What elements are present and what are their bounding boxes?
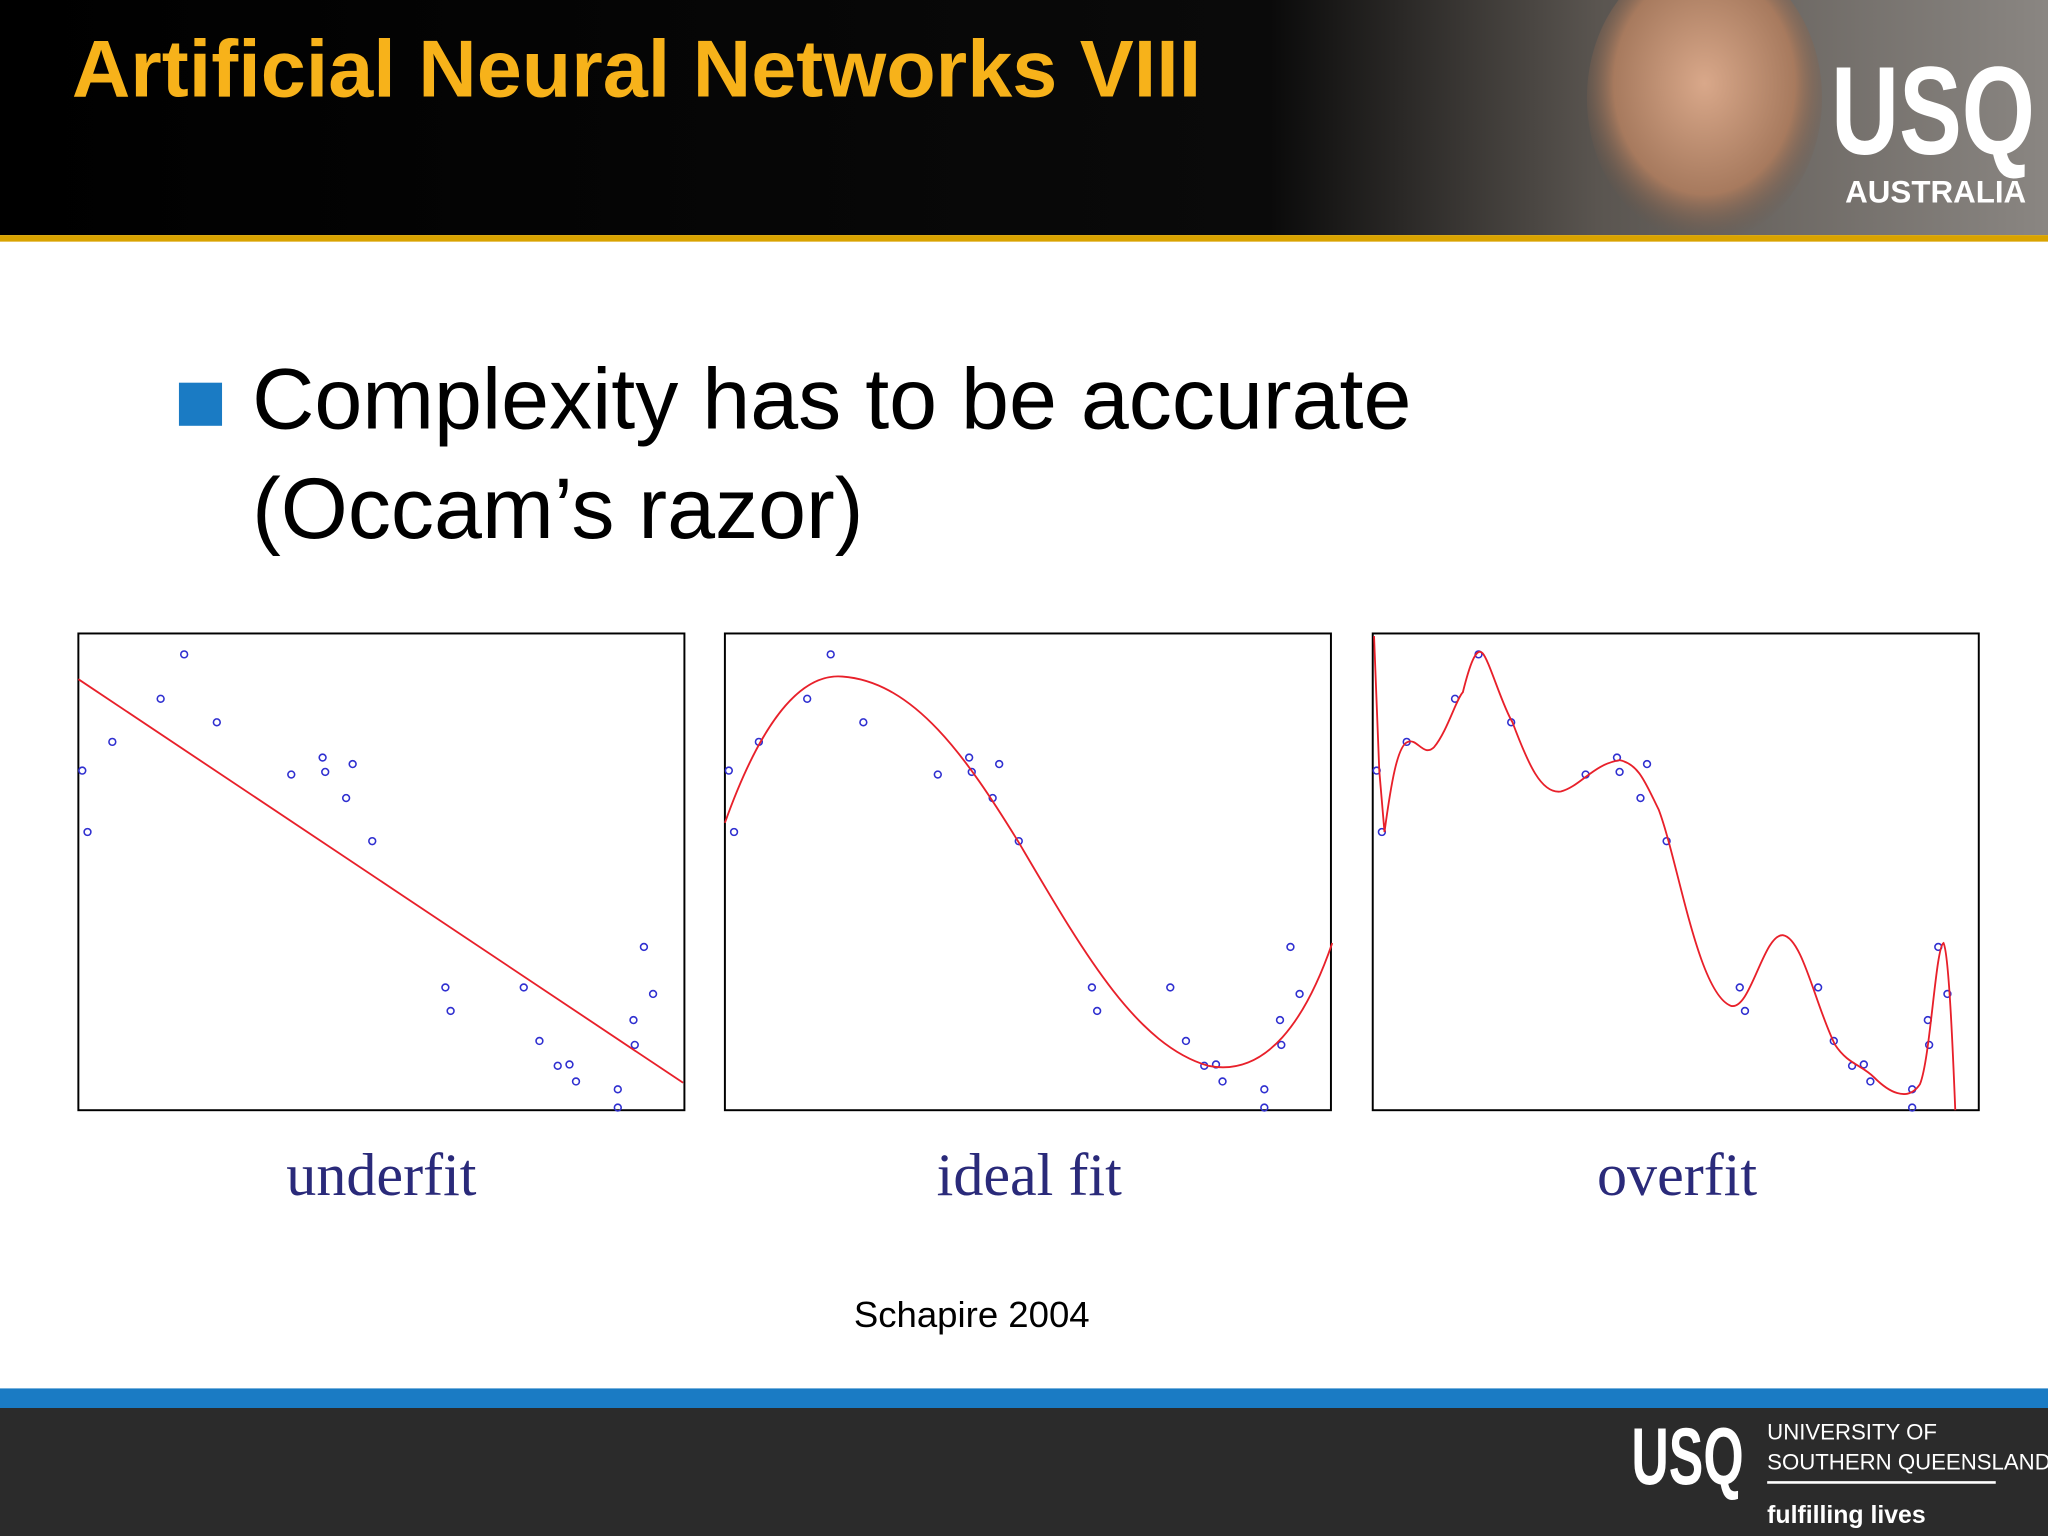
data-point: [1866, 1077, 1875, 1086]
data-point: [78, 766, 87, 775]
data-point: [967, 767, 976, 777]
data-point: [553, 1061, 562, 1070]
data-point: [1277, 1040, 1286, 1050]
data-point: [441, 983, 450, 992]
figure: [77, 632, 1980, 1112]
data-point: [724, 766, 733, 775]
data-point: [368, 836, 377, 846]
header-logo: USQ: [1831, 40, 2035, 181]
data-point: [1859, 1060, 1869, 1069]
data-point: [318, 753, 327, 762]
data-point: [630, 1040, 639, 1050]
data-point: [964, 753, 974, 762]
data-point: [1295, 989, 1304, 999]
data-point: [1218, 1077, 1227, 1086]
data-point: [1286, 942, 1295, 952]
footer-divider: [1767, 1481, 1996, 1484]
fit-curve: [1373, 636, 1957, 1111]
data-point: [1092, 1006, 1102, 1016]
plot-frame: [77, 632, 686, 1112]
data-point: [179, 650, 189, 659]
data-point: [639, 942, 649, 952]
data-point: [1813, 983, 1823, 992]
footer-university: SOUTHERN QUEENSLAND: [1767, 1449, 2048, 1474]
bullet-line: Complexity has to be accurate: [252, 351, 1411, 447]
footer-logo: USQ: [1631, 1412, 1743, 1502]
figure-caption: ideal fit: [937, 1141, 1122, 1208]
data-point: [1615, 767, 1624, 777]
data-point: [859, 718, 868, 727]
data-point: [1260, 1085, 1269, 1094]
data-point: [995, 759, 1004, 769]
data-point: [1943, 989, 1952, 999]
data-point: [348, 759, 357, 769]
fit-curve: [724, 675, 1334, 1069]
slide-title: Artificial Neural Networks VIII: [72, 25, 1201, 115]
data-point: [826, 650, 835, 659]
data-point: [1087, 983, 1097, 992]
footer-tagline: fulfilling lives: [1767, 1502, 1925, 1529]
data-point: [287, 770, 296, 779]
footer-rule: [0, 1388, 2048, 1408]
data-point: [629, 1015, 638, 1025]
figure-caption: overfit: [1597, 1141, 1757, 1208]
footer-university: UNIVERSITY OF: [1767, 1419, 1937, 1444]
data-point: [1636, 793, 1645, 803]
data-point: [1735, 983, 1744, 992]
data-point: [613, 1103, 622, 1112]
data-point: [1829, 1036, 1838, 1046]
data-point: [571, 1077, 581, 1086]
header-logo-sub: AUSTRALIA: [1845, 174, 2026, 209]
data-point: [341, 793, 351, 803]
data-point: [446, 1006, 455, 1016]
data-point: [1740, 1006, 1750, 1016]
data-point: [1907, 1103, 1917, 1112]
header-photo: [1586, 0, 1823, 242]
data-point: [1014, 836, 1023, 846]
data-point: [1275, 1015, 1285, 1025]
data-point: [535, 1036, 544, 1046]
data-point: [519, 983, 528, 992]
figure-caption: underfit: [286, 1141, 476, 1208]
header-rule: [0, 235, 2048, 242]
footer-band: [0, 1408, 2048, 1536]
data-point: [321, 767, 330, 777]
data-point: [108, 737, 117, 747]
data-point: [1181, 1036, 1191, 1046]
data-point: [613, 1085, 622, 1094]
bullet-line: (Occam’s razor): [252, 461, 863, 557]
data-point: [565, 1060, 574, 1069]
data-point: [1642, 759, 1652, 769]
figure-credit: Schapire 2004: [854, 1294, 1090, 1335]
data-point: [156, 694, 165, 703]
data-point: [648, 989, 658, 999]
data-point: [1260, 1103, 1269, 1112]
data-point: [729, 827, 739, 837]
data-point: [933, 770, 942, 779]
data-point: [212, 718, 221, 727]
plot-frame: [723, 632, 1332, 1112]
data-point: [83, 827, 92, 837]
data-point: [1166, 983, 1175, 992]
bullet-marker: [178, 382, 223, 426]
fit-curve: [77, 678, 684, 1084]
data-point: [803, 694, 812, 703]
